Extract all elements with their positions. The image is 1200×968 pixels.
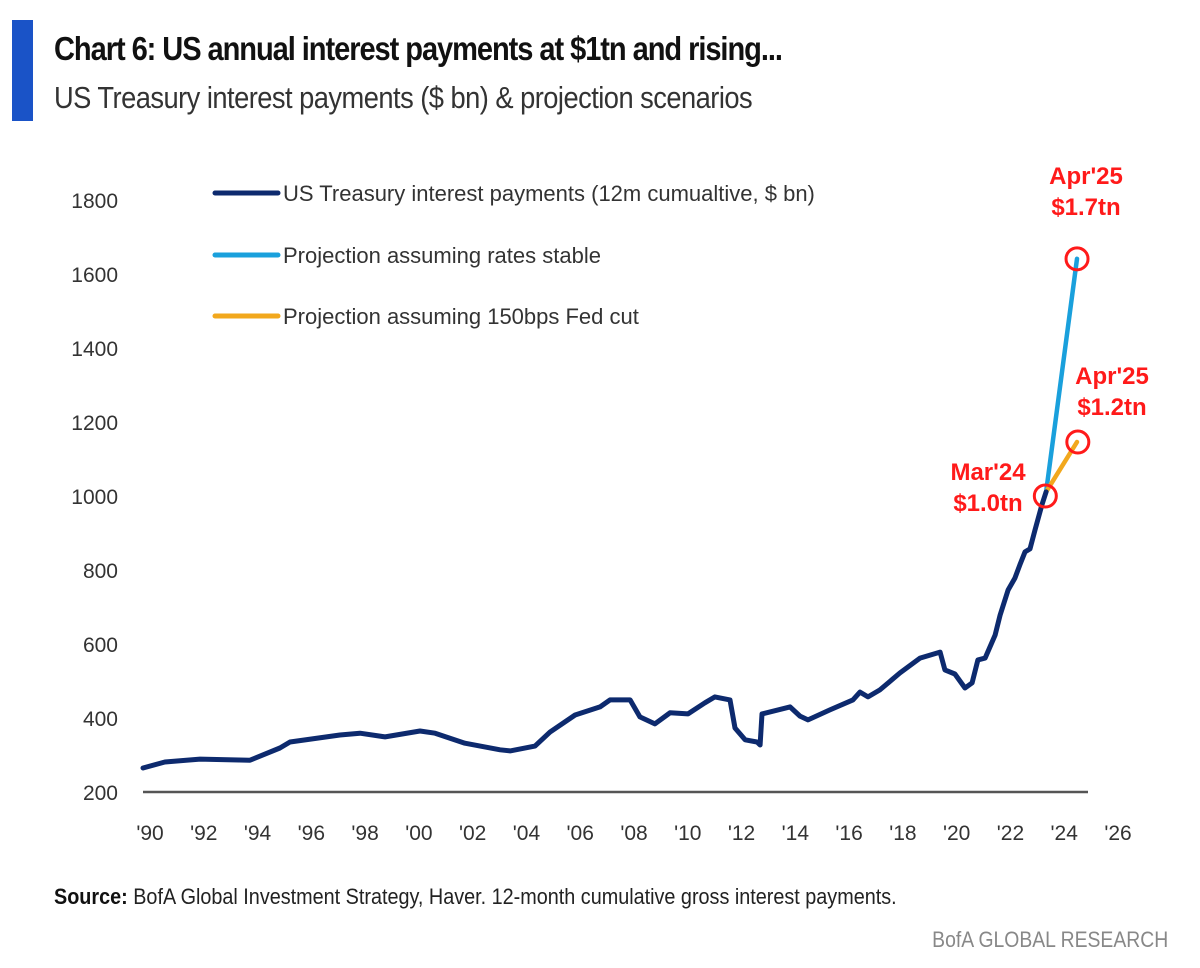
legend: US Treasury interest payments (12m cumua… bbox=[212, 181, 815, 329]
brand-label: BofA GLOBAL RESEARCH bbox=[931, 927, 1168, 952]
y-tick-label: 1400 bbox=[71, 338, 118, 361]
x-tick-label: '10 bbox=[674, 822, 701, 845]
x-tick-label: '16 bbox=[835, 822, 862, 845]
x-axis: '90 '92 '94 '96 '98 '00 '02 '04 '06 '08 '10 '12 '14 '… bbox=[136, 790, 1132, 845]
legend-label: Projection assuming rates stable bbox=[283, 243, 601, 268]
y-tick-label: 400 bbox=[83, 708, 118, 731]
x-tick-label: '06 bbox=[567, 822, 594, 845]
y-tick-label: 1000 bbox=[71, 486, 118, 509]
y-tick-label: 200 bbox=[83, 782, 118, 805]
annotation-circle bbox=[1032, 483, 1058, 509]
x-tick-label: '92 bbox=[190, 822, 217, 845]
x-tick-label: '22 bbox=[997, 822, 1024, 845]
y-tick-label: 1800 bbox=[71, 190, 118, 213]
chart-subtitle: US Treasury interest payments ($ bn) & p… bbox=[54, 80, 753, 115]
y-tick-label: 1600 bbox=[71, 264, 118, 287]
x-tick-label: '96 bbox=[298, 822, 325, 845]
legend-label: US Treasury interest payments (12m cumua… bbox=[283, 181, 815, 206]
x-tick-label: '24 bbox=[1051, 822, 1079, 845]
annotation-label: Apr'25 bbox=[1049, 163, 1123, 190]
x-tick-label: '26 bbox=[1104, 822, 1131, 845]
x-tick-label: '20 bbox=[943, 822, 970, 845]
x-tick-label: '94 bbox=[244, 822, 272, 845]
y-axis: 200 400 600 800 1000 1200 1400 1600 1800 bbox=[71, 190, 118, 805]
x-tick-label: '04 bbox=[513, 822, 541, 845]
x-tick-label: '98 bbox=[351, 822, 378, 845]
annotation-label: Apr'25 bbox=[1075, 363, 1149, 390]
annotation-label: $1.2tn bbox=[1077, 394, 1146, 421]
legend-label: Projection assuming 150bps Fed cut bbox=[283, 304, 639, 329]
chart-title: Chart 6: US annual interest payments at … bbox=[54, 30, 783, 67]
y-tick-label: 600 bbox=[83, 634, 118, 657]
source-label: Source: bbox=[54, 884, 128, 909]
annotation-label: $1.7tn bbox=[1051, 194, 1120, 221]
annotation-label: $1.0tn bbox=[953, 490, 1022, 517]
annotation-label: Mar'24 bbox=[950, 459, 1026, 486]
annotation-circle bbox=[1065, 429, 1091, 455]
source-note: Source: BofA Global Investment Strategy,… bbox=[54, 884, 897, 910]
x-tick-label: '18 bbox=[889, 822, 916, 845]
x-tick-label: '14 bbox=[782, 822, 810, 845]
source-text: BofA Global Investment Strategy, Haver. … bbox=[127, 884, 897, 909]
x-tick-label: '00 bbox=[405, 822, 432, 845]
series-line-1 bbox=[1043, 256, 1080, 495]
x-tick-label: '02 bbox=[459, 822, 486, 845]
series-line-0 bbox=[140, 489, 1049, 771]
accent-bar bbox=[12, 20, 33, 121]
series-layer bbox=[140, 256, 1080, 771]
annotation-circle bbox=[1064, 246, 1090, 272]
y-tick-label: 800 bbox=[83, 560, 118, 583]
annotations: Apr'25 $1.7tn Apr'25 $1.2tn Mar'24 $1.0tn bbox=[950, 163, 1148, 517]
x-tick-label: '90 bbox=[136, 822, 163, 845]
y-tick-label: 1200 bbox=[71, 412, 118, 435]
x-tick-label: '08 bbox=[620, 822, 647, 845]
x-tick-label: '12 bbox=[728, 822, 755, 845]
